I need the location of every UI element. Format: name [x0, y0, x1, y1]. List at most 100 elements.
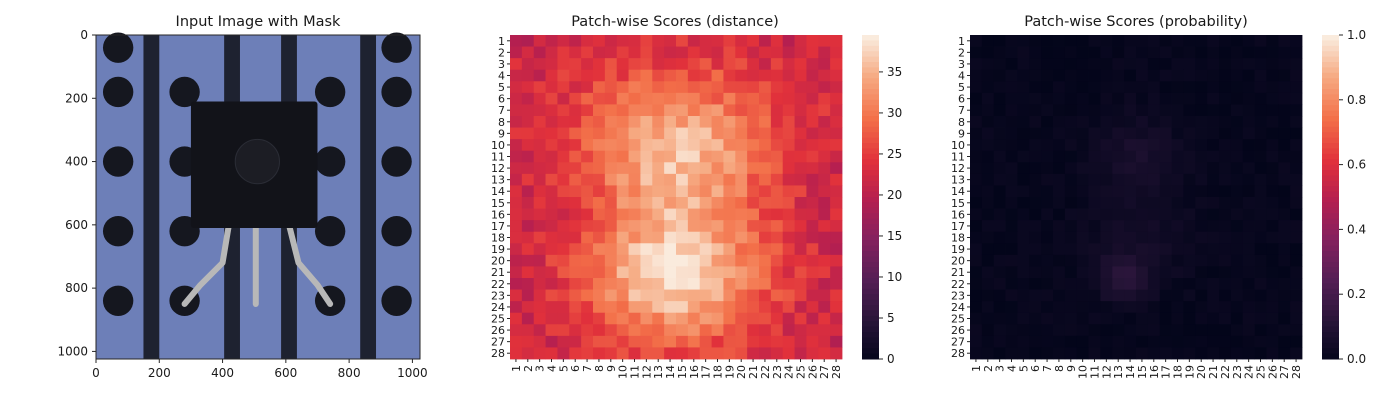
heatmap-cell — [981, 266, 995, 279]
heatmap-cell — [533, 278, 546, 290]
heatmap-cell — [557, 335, 570, 348]
heatmap-cell — [533, 324, 546, 337]
heatmap-cell — [759, 81, 772, 94]
heatmap-cell — [1005, 150, 1018, 163]
heatmap-cell — [970, 92, 983, 105]
x-tick-label: 18 — [712, 365, 725, 379]
heatmap-cell — [1290, 266, 1303, 279]
colorbar-segment — [862, 288, 879, 295]
heatmap-cell — [747, 69, 760, 82]
heatmap-cell — [533, 185, 546, 198]
x-tick-label: 13 — [652, 365, 665, 379]
heatmap-cell — [1053, 347, 1066, 360]
heatmap-cell — [652, 220, 665, 233]
heatmap-cell — [1017, 335, 1030, 348]
colorbar-segment — [1322, 159, 1339, 166]
heatmap-cell — [676, 197, 689, 209]
heatmap-cell — [747, 35, 760, 47]
heatmap-cell — [1017, 312, 1030, 325]
heatmap-cell — [1219, 116, 1232, 128]
heatmap-cell — [723, 127, 736, 140]
heatmap-cell — [545, 185, 558, 198]
heatmap-cell — [1230, 231, 1244, 244]
heatmap-cell — [569, 208, 582, 221]
heatmap-cell — [759, 220, 772, 233]
heatmap-cell — [747, 58, 760, 71]
x-tick-label: 18 — [1172, 365, 1185, 379]
heatmap-cell — [1124, 278, 1137, 290]
heatmap-cell — [1017, 35, 1030, 47]
heatmap-cell — [993, 197, 1006, 209]
heatmap-cell — [1041, 116, 1054, 128]
heatmap-cell — [533, 197, 546, 209]
heatmap-cell — [628, 150, 641, 163]
colorbar-segment — [862, 272, 879, 279]
heatmap-cell — [640, 301, 653, 314]
heatmap-cell — [1005, 220, 1018, 233]
heatmap-cell — [1219, 46, 1232, 59]
heatmap-cell — [1219, 301, 1232, 314]
heatmap-cell — [981, 243, 995, 256]
heatmap-cell — [652, 104, 665, 117]
heatmap-cell — [770, 254, 784, 267]
heatmap-cell — [1029, 266, 1042, 279]
heatmap-cell — [1005, 324, 1018, 337]
heatmap-cell — [830, 46, 843, 59]
heatmap-cell — [1064, 92, 1078, 105]
heatmap-cell — [711, 197, 724, 209]
heatmap-cell — [616, 162, 629, 175]
heatmap-cell — [569, 312, 582, 325]
heatmap-cell — [770, 289, 784, 302]
heatmap-cell — [806, 139, 819, 152]
heatmap-cell — [1147, 266, 1161, 279]
heatmap-cell — [604, 243, 618, 256]
board-hole — [381, 285, 412, 316]
x-tick-label: 26 — [806, 365, 819, 379]
heatmap-cell — [604, 116, 618, 128]
heatmap-cell — [569, 266, 582, 279]
heatmap-cell — [604, 104, 618, 117]
heatmap-cell — [735, 185, 748, 198]
y-tick-label: 23 — [951, 289, 965, 302]
heatmap-cell — [604, 197, 618, 209]
heatmap-cell — [521, 104, 535, 117]
colorbar-segment — [1322, 261, 1339, 268]
heatmap-cell — [1076, 278, 1089, 290]
heatmap-cell — [616, 243, 629, 256]
heatmap-cell — [1147, 139, 1161, 152]
heatmap-cell — [711, 150, 724, 163]
heatmap-cell — [759, 278, 772, 290]
heatmap-cell — [652, 266, 665, 279]
heatmap-cell — [1053, 116, 1066, 128]
heatmap-cell — [782, 46, 795, 59]
heatmap-cell — [806, 208, 819, 221]
heatmap-cell — [676, 92, 689, 105]
heatmap-cell — [545, 220, 558, 233]
heatmap-cell — [1183, 208, 1196, 221]
heatmap-cell — [604, 127, 618, 140]
heatmap-cell — [676, 231, 689, 244]
heatmap-cell — [664, 116, 677, 128]
heatmap-cell — [1183, 127, 1196, 140]
heatmap-cell — [1136, 35, 1149, 47]
heatmap-cell — [1029, 278, 1042, 290]
heatmap-cell — [794, 254, 807, 267]
heatmap-cell — [510, 266, 523, 279]
heatmap-cell — [1100, 35, 1113, 47]
colorbar-segment — [862, 170, 879, 176]
heatmap-cell — [569, 35, 582, 47]
heatmap-cell — [1254, 324, 1267, 337]
heatmap-cell — [652, 335, 665, 348]
y-tick-label: 25 — [951, 313, 965, 326]
heatmap-cell — [770, 301, 784, 314]
heatmap-cell — [981, 139, 995, 152]
heatmap-cell — [1124, 162, 1137, 175]
heatmap-cell — [1041, 243, 1054, 256]
heatmap-cell — [1242, 185, 1255, 198]
heatmap-cell — [510, 81, 523, 94]
heatmap-cell — [640, 278, 653, 290]
heatmap-cell — [1278, 335, 1291, 348]
heatmap-cell — [521, 220, 535, 233]
